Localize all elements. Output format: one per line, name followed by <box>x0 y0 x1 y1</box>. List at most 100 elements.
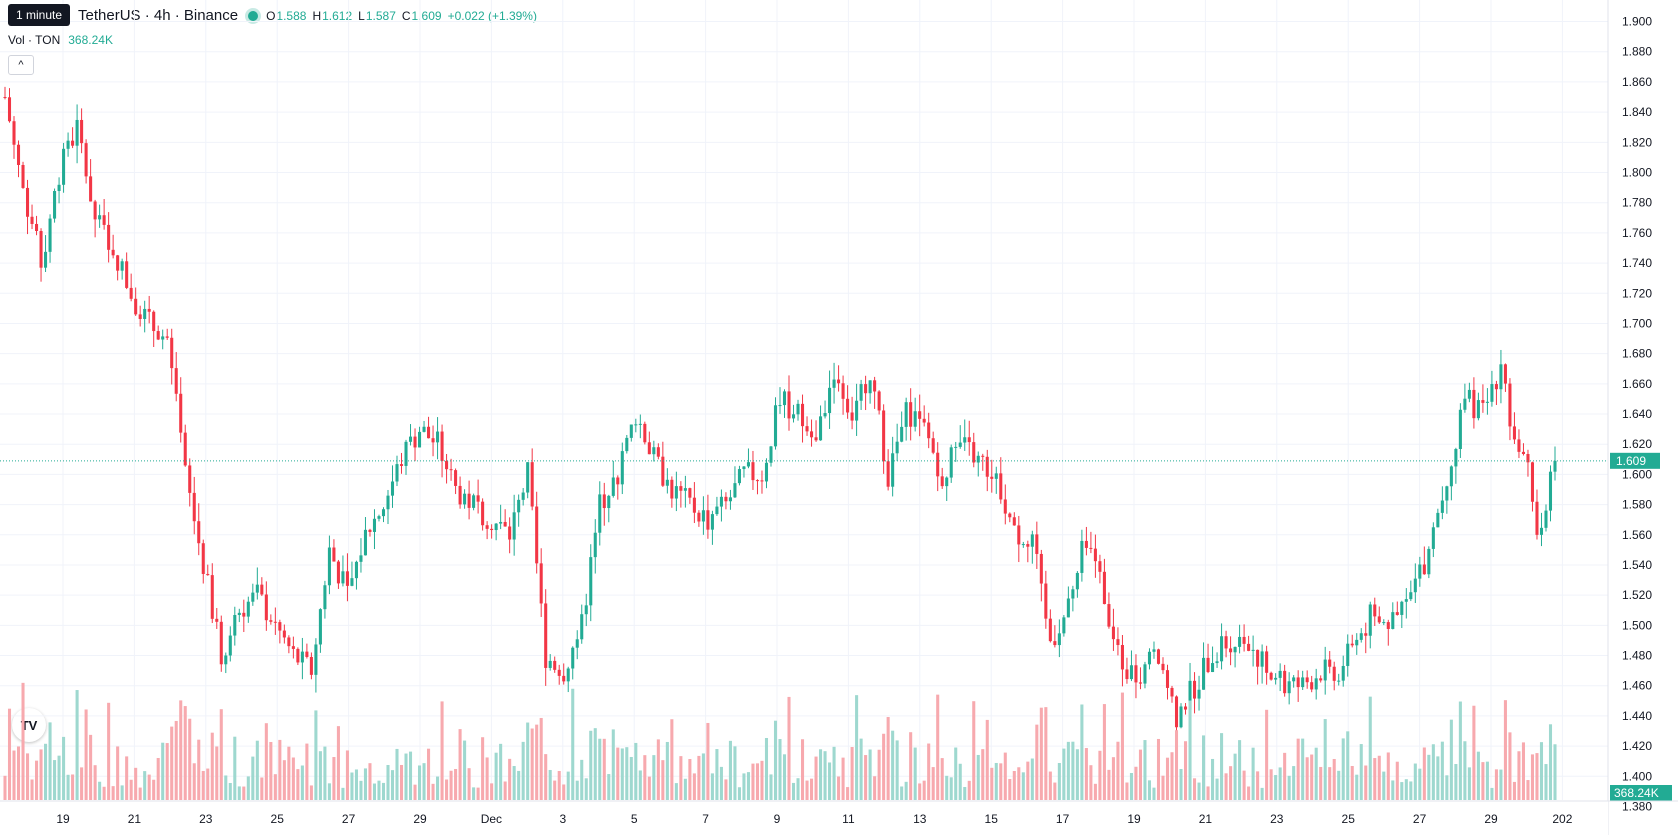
tradingview-logo-icon[interactable]: TV <box>12 708 46 742</box>
volume-bar <box>1535 753 1539 800</box>
volume-label[interactable]: Vol · TON <box>8 33 61 47</box>
price-tick-label: 1.400 <box>1622 769 1652 783</box>
volume-bar <box>1188 700 1192 800</box>
candle-body <box>296 648 300 663</box>
price-axis[interactable]: 1.900 1.880 1.860 1.840 1.820 1.800 1.780 1.760… <box>1607 0 1678 835</box>
volume-bar <box>3 775 7 800</box>
candle-body <box>305 651 309 657</box>
candle-body <box>233 615 237 636</box>
candle-body <box>1260 651 1264 667</box>
candle-body <box>710 514 714 530</box>
candle-body <box>377 516 381 519</box>
candle-body <box>616 477 620 485</box>
candle-body <box>945 477 949 487</box>
volume-bar <box>499 743 503 800</box>
candle-body <box>1165 670 1170 688</box>
volume-bar <box>1075 749 1079 800</box>
volume-bar <box>1310 754 1314 800</box>
volume-bar <box>1400 782 1404 800</box>
volume-bar <box>183 706 187 800</box>
volume-bar <box>512 766 516 800</box>
candle-body <box>287 637 291 647</box>
candle-body <box>1400 601 1404 615</box>
volume-bar <box>427 748 431 800</box>
candle-body <box>1156 649 1161 664</box>
volume-bar <box>967 780 971 800</box>
candle-body <box>1143 664 1147 684</box>
volume-bar <box>1476 751 1480 800</box>
candle-body <box>1278 670 1282 678</box>
time-axis[interactable]: 19 21 23 25 27 29 Dec 3 5 7 9 11 13 15 17 19 21 23 25 27 29 2… <box>0 800 1678 835</box>
candle-body <box>1530 462 1535 502</box>
volume-bar <box>404 753 408 800</box>
candle-body <box>278 622 282 631</box>
candle-body <box>1517 439 1521 452</box>
candle-body <box>490 528 494 531</box>
volume-bar <box>318 751 322 800</box>
candle-body <box>1481 400 1485 403</box>
candle-body <box>805 426 809 432</box>
candle-body <box>1098 561 1102 572</box>
time-tick-label: 23 <box>199 812 213 826</box>
candle-body <box>107 224 111 250</box>
volume-bar <box>751 763 755 800</box>
volume-bar <box>1386 752 1390 800</box>
volume-bar <box>1287 775 1291 800</box>
candle-body <box>791 414 796 419</box>
volume-bar <box>530 728 534 800</box>
volume-legend: Vol · TON 368.24K <box>8 33 113 47</box>
volume-bar <box>1238 740 1242 800</box>
volume-bar <box>1107 769 1111 800</box>
volume-bar <box>1242 770 1246 800</box>
candle-body <box>1440 500 1444 513</box>
candle-body <box>363 529 367 556</box>
candle-body <box>643 423 647 443</box>
candle-body <box>814 437 818 441</box>
candle-body <box>192 492 196 522</box>
candle-body <box>593 532 597 558</box>
candle-body <box>332 547 336 562</box>
volume-bar <box>300 765 304 800</box>
candle-body <box>170 337 174 369</box>
candle-body <box>1233 646 1237 653</box>
volume-bar <box>210 732 214 800</box>
volume-bar <box>755 763 760 800</box>
symbol-title[interactable]: TetherUS · 4h · Binance <box>78 7 239 24</box>
volume-bar <box>354 769 358 800</box>
candle-body <box>1084 540 1088 548</box>
price-tick-label: 1.720 <box>1622 286 1652 300</box>
candle-body <box>674 486 678 499</box>
candle-body <box>1323 659 1327 681</box>
candle-body <box>927 422 931 439</box>
volume-bar <box>1008 778 1012 800</box>
volume-bar <box>715 749 719 800</box>
candle-body <box>1359 633 1363 640</box>
candle-body <box>1147 651 1152 665</box>
volume-bar <box>165 743 169 800</box>
ohlc-close: C1.609 <box>402 9 442 23</box>
volume-bar <box>787 696 791 800</box>
candle-body <box>922 418 926 423</box>
volume-bar <box>1481 762 1485 800</box>
volume-bar <box>1319 766 1323 800</box>
volume-bar <box>1292 766 1296 800</box>
volume-bar <box>476 787 480 800</box>
candle-body <box>598 494 602 533</box>
time-tick-label: 23 <box>1270 812 1284 826</box>
volume-bar <box>1409 781 1413 800</box>
candle-body <box>1229 648 1233 653</box>
volume-bar <box>1062 748 1066 800</box>
candle-body <box>724 496 728 502</box>
market-status-icon[interactable] <box>248 10 259 21</box>
candle-body <box>575 639 579 648</box>
candle-body <box>1337 680 1341 682</box>
candle-body <box>638 423 642 425</box>
candle-body <box>71 140 75 146</box>
ohlc-high: H1.612 <box>312 9 352 23</box>
candle-body <box>7 97 12 122</box>
chevron-up-icon[interactable]: ^ <box>8 55 34 75</box>
volume-bar <box>1283 752 1287 800</box>
candle-body <box>679 486 683 491</box>
candle-body <box>963 437 967 443</box>
